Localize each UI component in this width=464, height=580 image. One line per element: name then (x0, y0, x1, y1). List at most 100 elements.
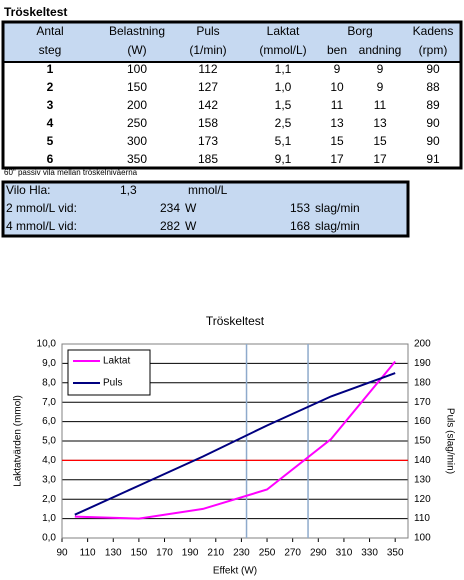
chart-title: Tröskeltest (206, 314, 265, 328)
table-cell: 15 (330, 134, 344, 148)
table-cell: 112 (198, 62, 217, 76)
table-cell: 5 (47, 134, 54, 148)
x-tick-label: 250 (259, 548, 276, 559)
y-tick-label: 8,0 (42, 377, 56, 388)
y-tick-label: 1,0 (42, 513, 56, 524)
y2-tick-label: 190 (414, 358, 431, 369)
y-tick-label: 4,0 (42, 455, 56, 466)
table-cell: 127 (198, 80, 218, 94)
table-cell: 300 (127, 134, 147, 148)
summary-cell: 1,3 (120, 183, 137, 197)
table-cell: 6 (47, 152, 54, 166)
summary-cell: 153 (290, 201, 310, 215)
table-cell: 90 (426, 134, 440, 148)
table-cell: 350 (127, 152, 147, 166)
header-cell: Belastning (109, 24, 165, 38)
y-tick-label: 10,0 (37, 339, 57, 350)
table-cell: 158 (198, 116, 218, 130)
table-border (1, 20, 463, 170)
summary-cell: Vilo Hla: (6, 183, 50, 197)
plot-border (61, 343, 409, 539)
table-cell: 185 (198, 152, 218, 166)
table-cell: 9,1 (275, 152, 292, 166)
x-tick-label: 330 (361, 548, 378, 559)
table-cell: 9 (334, 62, 341, 76)
table-cell: 13 (330, 116, 344, 130)
table-cell: 9 (377, 80, 384, 94)
y2-tick-label: 140 (414, 455, 431, 466)
header-cell: (rpm) (419, 43, 448, 57)
table-cell: 13 (373, 116, 387, 130)
table-cell: 9 (377, 62, 384, 76)
x-tick-label: 150 (131, 548, 148, 559)
y2-tick-label: 180 (414, 377, 431, 388)
y-tick-label: 6,0 (42, 416, 56, 427)
summary-cell: 168 (290, 219, 310, 233)
table-cell: 2,5 (275, 116, 292, 130)
table-cell: 17 (373, 152, 387, 166)
header-cell: (mmol/L) (259, 43, 306, 57)
table-cell: 10 (330, 80, 344, 94)
legend-label: Puls (103, 378, 122, 389)
x-tick-label: 170 (156, 548, 173, 559)
summary-cell: 234 (160, 201, 180, 215)
x-tick-label: 210 (207, 548, 224, 559)
y2-tick-label: 200 (414, 339, 431, 350)
x-axis-label: Effekt (W) (213, 566, 257, 577)
y2-tick-label: 150 (414, 436, 431, 447)
summary-cell: 282 (160, 219, 180, 233)
y-tick-label: 3,0 (42, 474, 56, 485)
legend-label: Laktat (103, 356, 130, 367)
table-cell: 200 (127, 98, 147, 112)
header-cell: Laktat (267, 24, 300, 38)
y-tick-label: 0,0 (42, 533, 56, 544)
summary-cell: mmol/L (188, 183, 228, 197)
y-tick-label: 7,0 (42, 397, 56, 408)
table-cell: 1,1 (275, 62, 292, 76)
table-cell: 1 (47, 62, 54, 76)
header-cell: Antal (36, 24, 63, 38)
x-tick-label: 350 (387, 548, 404, 559)
header-cell: Kadens (413, 24, 454, 38)
table-cell: 173 (198, 134, 218, 148)
x-tick-label: 270 (284, 548, 301, 559)
table-cell: 11 (331, 98, 344, 112)
table-cell: 3 (47, 98, 54, 112)
series-line (74, 372, 396, 516)
y2-tick-label: 110 (414, 513, 430, 524)
table-cell: 1,0 (275, 80, 292, 94)
header-cell: andning (359, 43, 402, 57)
header-cell: (1/min) (189, 43, 226, 57)
table-cell: 91 (426, 152, 440, 166)
table-cell: 150 (127, 80, 147, 94)
table-cell: 100 (127, 62, 147, 76)
x-tick-label: 290 (310, 548, 327, 559)
y-tick-label: 9,0 (42, 358, 56, 369)
x-tick-label: 110 (80, 548, 96, 559)
y-axis-label: Laktatvärden (mmol) (13, 395, 24, 487)
table-cell: 89 (426, 98, 440, 112)
table-cell: 88 (426, 80, 440, 94)
x-tick-label: 190 (182, 548, 199, 559)
y-tick-label: 5,0 (42, 436, 56, 447)
series-line (74, 360, 396, 520)
header-cell: Puls (196, 24, 219, 38)
x-tick-label: 310 (336, 548, 353, 559)
table-cell: 15 (373, 134, 387, 148)
x-tick-label: 230 (233, 548, 250, 559)
table-cell: 90 (426, 116, 440, 130)
table-cell: 250 (127, 116, 147, 130)
x-tick-label: 130 (105, 548, 122, 559)
header-cell: steg (39, 43, 62, 57)
table-cell: 5,1 (275, 134, 292, 148)
table-header-bg (3, 22, 461, 62)
y2-tick-label: 100 (414, 533, 431, 544)
legend-box (67, 349, 151, 396)
header-cell: ben (327, 43, 347, 57)
summary-cell: slag/min (315, 219, 360, 233)
footnote: 60" passiv vila mellan tröskelnivåerna (4, 168, 138, 177)
y2-axis-label: Puls (slag/min) (444, 408, 455, 474)
summary-cell: 4 mmol/L vid: (6, 219, 77, 233)
y2-tick-label: 130 (414, 474, 431, 485)
